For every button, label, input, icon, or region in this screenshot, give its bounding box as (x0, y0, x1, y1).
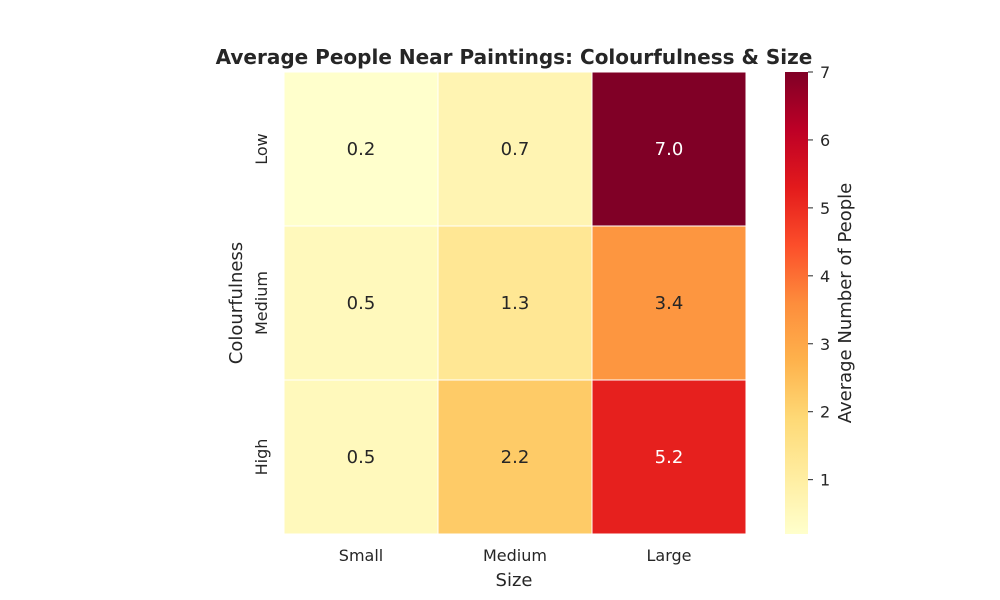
x-tick-label: Medium (483, 546, 547, 565)
cell-value-label: 2.2 (501, 447, 530, 468)
y-tick-labels: Low Medium High (252, 133, 271, 475)
y-tick-label: Low (252, 133, 271, 165)
colorbar-tick-label: 5 (820, 199, 830, 218)
colorbar-label: Average Number of People (835, 183, 856, 424)
chart-title: Average People Near Paintings: Colourful… (216, 45, 813, 69)
colorbar-tick-label: 6 (820, 131, 830, 150)
colorbar-tick-label: 1 (820, 471, 830, 490)
x-tick-label: Large (646, 546, 691, 565)
cell-value-label: 0.5 (347, 293, 376, 314)
cell-value-label: 0.2 (347, 139, 376, 160)
colorbar-tick-label: 2 (820, 403, 830, 422)
colorbar-tick-label: 3 (820, 335, 830, 354)
heatmap-cell (591, 225, 747, 381)
colorbar-ticks: 1 2 3 4 5 6 7 (808, 63, 830, 490)
y-axis-label: Colourfulness (226, 242, 247, 364)
cell-value-label: 0.7 (501, 139, 530, 160)
colorbar-tick-label: 7 (820, 63, 830, 82)
heatmap-cell (283, 225, 439, 381)
cell-value-label: 0.5 (347, 447, 376, 468)
heatmap-cell (437, 225, 593, 381)
cell-value-label: 3.4 (655, 293, 684, 314)
y-tick-label: Medium (252, 271, 271, 335)
x-tick-label: Small (339, 546, 383, 565)
cell-value-label: 7.0 (655, 139, 684, 160)
heatmap-cell (437, 379, 593, 535)
heatmap-cell (437, 71, 593, 227)
x-axis-label: Size (496, 570, 533, 591)
cell-value-label: 1.3 (501, 293, 530, 314)
x-tick-labels: Small Medium Large (339, 546, 692, 565)
heatmap-cell (591, 71, 747, 227)
colorbar (785, 72, 808, 534)
cell-value-label: 5.2 (655, 447, 684, 468)
heatmap-cell (591, 379, 747, 535)
heatmap-cell (283, 71, 439, 227)
heatmap-cells: 0.2 0.7 7.0 0.5 1.3 3.4 0.5 2.2 5.2 (283, 71, 747, 535)
colorbar-tick-label: 4 (820, 267, 830, 286)
y-tick-label: High (252, 439, 271, 476)
heatmap-cell (283, 379, 439, 535)
